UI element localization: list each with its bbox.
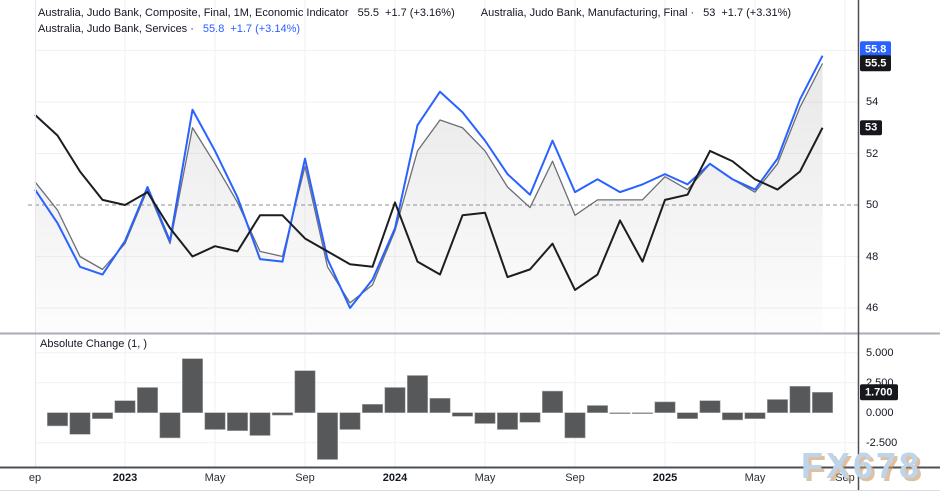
change-tick-label: -2.500	[866, 436, 898, 449]
change-bar[interactable]	[92, 412, 114, 420]
change-bar[interactable]	[541, 390, 563, 414]
change-bar[interactable]	[271, 412, 293, 416]
price-tick-label: 46	[866, 302, 879, 314]
price-badge-55.8: 55.8	[860, 41, 892, 58]
change-bar[interactable]	[429, 397, 451, 413]
change-bar[interactable]	[631, 412, 653, 414]
change-tick-label: 5.000	[866, 346, 894, 359]
time-tick-label: ep	[28, 472, 42, 484]
legend-manufacturing-value: 53	[703, 7, 716, 19]
legend-row-2: Australia, Judo Bank, Services · 55.8 +1.7…	[38, 21, 791, 37]
change-bar[interactable]	[609, 412, 631, 414]
legend-composite-name: Australia, Judo Bank, Composite, Final, …	[38, 7, 349, 19]
price-tick-label: 48	[866, 250, 879, 263]
price-tick-label: 50	[866, 199, 879, 211]
legend-services-value: 55.8	[202, 23, 225, 35]
services-line[interactable]	[34, 55, 824, 309]
change-tick-label: 0.000	[866, 406, 894, 419]
time-tick-label: Sep	[565, 472, 585, 484]
composite-area	[35, 63, 823, 332]
time-tick-label: 2025	[652, 472, 678, 484]
legend-composite-change: +1.7 (+3.16%)	[385, 7, 455, 19]
time-tick-label: Sep	[295, 472, 315, 484]
change-bar[interactable]	[586, 405, 608, 413]
change-bar[interactable]	[227, 412, 249, 432]
change-bar[interactable]	[249, 412, 271, 436]
price-badge-55.5: 55.5	[860, 55, 892, 72]
change-bar[interactable]	[46, 412, 68, 427]
change-bar[interactable]	[406, 375, 428, 414]
legend-manufacturing[interactable]: Australia, Judo Bank, Manufacturing, Fin…	[481, 5, 791, 21]
time-tick-label: Sep	[835, 472, 855, 484]
change-badge: 1.700	[860, 384, 898, 401]
change-bar[interactable]	[766, 399, 788, 413]
change-bar[interactable]	[474, 412, 496, 424]
change-bar[interactable]	[384, 387, 406, 414]
change-bar[interactable]	[744, 412, 766, 420]
time-tick-label: May	[744, 472, 766, 484]
manufacturing-line[interactable]	[34, 114, 824, 291]
legend-services[interactable]: Australia, Judo Bank, Services · 55.8 +1.7…	[38, 21, 300, 37]
time-tick-label: 2024	[382, 472, 408, 484]
change-bar[interactable]	[789, 385, 811, 413]
change-bar[interactable]	[519, 412, 541, 423]
time-tick-label: 2023	[112, 472, 138, 484]
change-bar[interactable]	[159, 412, 181, 439]
legend-composite-value: 55.5	[357, 7, 380, 19]
price-tick-label: 52	[866, 147, 879, 160]
legend-manufacturing-change: +1.7 (+3.31%)	[721, 7, 792, 19]
change-bar[interactable]	[811, 391, 833, 413]
composite-area-fill	[35, 63, 823, 332]
change-bar[interactable]	[654, 401, 676, 413]
time-tick-label: May	[204, 472, 226, 484]
price-tick-label: 54	[866, 96, 879, 108]
legend: Australia, Judo Bank, Composite, Final, …	[38, 5, 791, 37]
change-bars[interactable]	[46, 358, 833, 460]
change-bar[interactable]	[114, 400, 136, 414]
legend-manufacturing-name: Australia, Judo Bank, Manufacturing, Fin…	[480, 7, 695, 19]
change-bar[interactable]	[182, 358, 204, 414]
change-bar[interactable]	[676, 412, 698, 420]
change-bar[interactable]	[339, 412, 361, 430]
change-bar[interactable]	[361, 403, 383, 413]
change-bar[interactable]	[137, 387, 159, 414]
legend-composite[interactable]: Australia, Judo Bank, Composite, Final, …	[38, 5, 455, 21]
change-bar[interactable]	[316, 412, 338, 460]
sub-pane-title: Absolute Change (1, )	[40, 338, 148, 350]
change-bar[interactable]	[564, 412, 586, 439]
legend-row-1: Australia, Judo Bank, Composite, Final, …	[38, 5, 791, 21]
change-bar[interactable]	[69, 412, 91, 435]
change-bar[interactable]	[204, 412, 226, 430]
series-lines[interactable]	[34, 55, 824, 309]
change-bar[interactable]	[496, 412, 518, 430]
time-tick-label: May	[474, 472, 496, 484]
legend-services-name: Australia, Judo Bank, Services ·	[38, 23, 194, 35]
price-badge-53: 53	[860, 120, 883, 136]
change-bar[interactable]	[699, 400, 721, 414]
change-bar[interactable]	[294, 370, 316, 414]
change-bar[interactable]	[721, 412, 743, 421]
legend-services-change: +1.7 (+3.14%)	[230, 23, 301, 35]
fx678-watermark: FX678	[801, 445, 923, 486]
change-bar[interactable]	[451, 412, 473, 417]
